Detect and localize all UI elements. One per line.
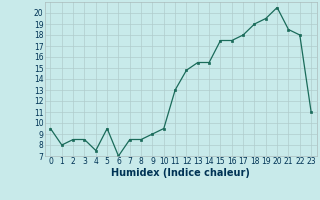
X-axis label: Humidex (Indice chaleur): Humidex (Indice chaleur) bbox=[111, 168, 250, 178]
